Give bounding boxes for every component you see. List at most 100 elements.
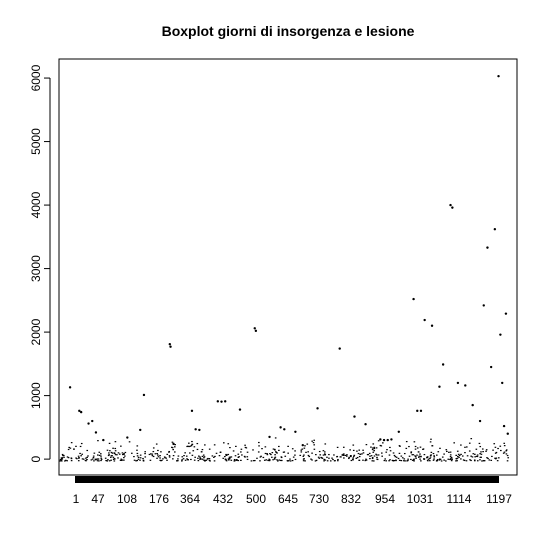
cluster-mark [109,450,111,452]
cluster-mark [108,460,111,462]
data-point [416,409,419,413]
cluster-mark [311,452,313,454]
cluster-mark [136,449,138,451]
data-point [502,424,506,428]
cluster-mark [200,451,203,453]
cluster-mark [326,456,328,458]
data-point [493,228,497,231]
cluster-mark [110,459,112,461]
cluster-mark [476,454,479,456]
data-point [224,400,227,403]
cluster-mark [328,453,330,456]
cluster-mark [352,457,355,459]
cluster-mark [365,459,368,461]
cluster-mark [464,452,466,454]
cluster-mark [300,449,303,451]
cluster-mark [271,452,274,454]
cluster-mark [466,455,469,457]
cluster-mark [136,455,139,457]
cluster-mark [254,459,256,462]
data-point [419,409,423,413]
cluster-mark [324,443,327,445]
cluster-mark [451,458,453,460]
cluster-mark [400,455,403,457]
cluster-mark [114,454,117,456]
cluster-mark [136,445,139,447]
cluster-mark [294,458,297,461]
cluster-mark [413,441,416,443]
cluster-mark [70,442,73,444]
cluster-mark [193,446,196,448]
cluster-mark [268,458,270,460]
cluster-mark [460,458,462,460]
cluster-mark [493,443,496,445]
cluster-mark [186,458,188,460]
cluster-mark [114,447,117,450]
cluster-mark [506,460,509,462]
cluster-mark [230,456,233,458]
x-axis-tick-band [75,476,499,483]
cluster-mark [205,459,208,461]
cluster-mark [432,459,435,461]
cluster-mark [417,451,420,453]
cluster-mark [403,458,406,460]
cluster-mark [93,460,95,462]
cluster-mark [413,460,415,462]
data-point [430,324,434,327]
cluster-mark [324,459,327,461]
cluster-mark [224,458,227,460]
cluster-mark [119,459,122,461]
cluster-mark [419,458,421,460]
cluster-mark [236,459,238,461]
cluster-mark [448,451,450,453]
cluster-mark [151,455,154,457]
cluster-mark [215,452,218,454]
cluster-mark [371,447,374,449]
cluster-mark [416,447,419,449]
cluster-mark [485,450,487,452]
cluster-mark [411,454,414,456]
cluster-mark [380,452,383,454]
cluster-mark [133,459,136,461]
cluster-mark [333,454,335,456]
cluster-mark [219,451,222,453]
cluster-mark [398,452,401,454]
data-point [364,422,367,426]
cluster-mark [110,451,113,454]
data-point [79,410,83,414]
cluster-mark [322,450,325,452]
cluster-mark [244,444,246,446]
cluster-mark [273,457,276,459]
cluster-mark [275,451,277,453]
cluster-mark [481,448,484,450]
cluster-mark [82,458,85,460]
cluster-mark [364,459,367,462]
cluster-mark [225,460,228,462]
cluster-mark [80,442,83,445]
cluster-mark [304,445,306,447]
cluster-mark [481,460,483,462]
cluster-mark [152,455,155,458]
cluster-mark [398,445,401,447]
cluster-mark [144,456,147,458]
cluster-mark [196,442,199,445]
cluster-mark [329,460,332,462]
cluster-mark [113,452,116,454]
cluster-mark [336,446,339,449]
cluster-mark [117,452,120,454]
cluster-mark [289,460,292,462]
cluster-mark [157,456,160,458]
cluster-mark [227,453,230,456]
cluster-mark [280,456,283,459]
cluster-mark [456,460,458,462]
x-tick-label: 954 [375,492,395,506]
cluster-mark [356,450,358,452]
cluster-mark [60,460,63,462]
cluster-mark [322,454,325,456]
cluster-mark [156,457,158,459]
cluster-mark [362,452,365,454]
cluster-mark [113,458,116,460]
cluster-mark [135,460,137,462]
data-point [316,407,319,410]
cluster-mark [224,455,226,458]
